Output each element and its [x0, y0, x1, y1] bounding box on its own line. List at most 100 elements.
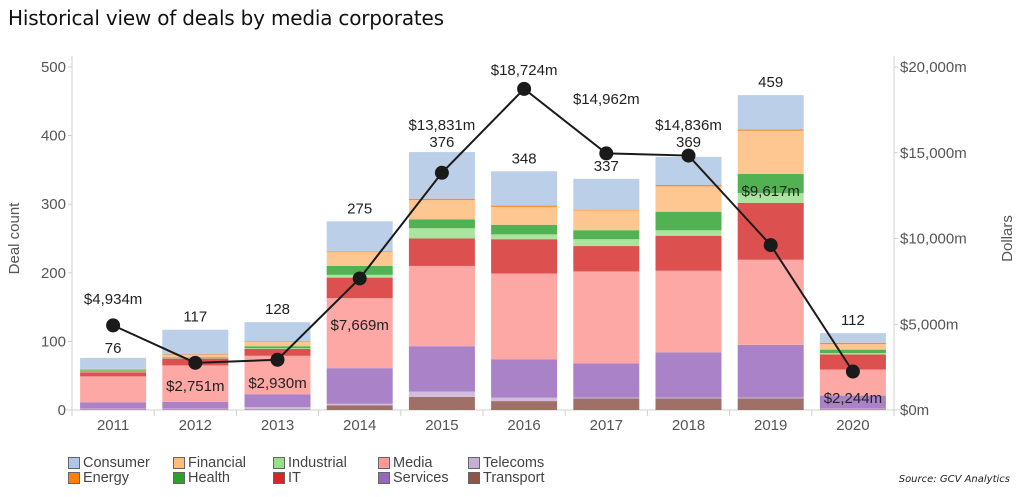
legend-label: IT — [288, 470, 301, 486]
y2-axis-title: Dollars — [999, 215, 1016, 262]
bar-segment-telecoms — [819, 408, 886, 410]
bar-segment-energy — [408, 198, 475, 201]
legend-label: Energy — [83, 470, 129, 486]
bar-segment-transport — [819, 409, 886, 410]
legend-label: Telecoms — [483, 455, 545, 471]
bar-segment-industrial — [655, 230, 722, 236]
bar-segment-energy — [162, 354, 229, 356]
legend-swatch — [273, 472, 285, 484]
bar-segment-industrial — [573, 239, 640, 247]
bar-total-label: 337 — [594, 158, 619, 175]
x-tick-label: 2013 — [261, 417, 294, 434]
dollar-value-label: $2,244m — [824, 390, 882, 407]
y2-tick-label: $5,000m — [900, 316, 958, 333]
dollar-value-label: $14,836m — [655, 117, 722, 134]
bar-total-label: 112 — [841, 312, 865, 329]
dollar-value-label: $14,962m — [573, 91, 640, 108]
y2-tick-label: $10,000m — [900, 231, 967, 248]
dollar-value-label: $4,934m — [84, 291, 142, 308]
bar-segment-financial — [737, 130, 804, 175]
bars — [80, 95, 886, 410]
bar-segment-energy — [737, 129, 804, 131]
bar-segment-services — [573, 363, 640, 398]
x-tick-label: 2017 — [590, 417, 623, 434]
x-tick-label: 2020 — [836, 417, 869, 434]
legend-label: Consumer — [83, 455, 150, 471]
bar-segment-consumer — [573, 178, 640, 210]
bar-segment-media — [491, 273, 558, 360]
dollar-value-label: $2,751m — [166, 378, 224, 395]
bar-segment-energy — [573, 209, 640, 211]
x-tick-label: 2016 — [507, 417, 540, 434]
x-tick-label: 2019 — [754, 417, 787, 434]
x-tick-label: 2011 — [97, 417, 129, 434]
y-tick-label: 400 — [41, 128, 66, 145]
bar-segment-health — [655, 211, 722, 231]
dollar-value-label: $9,617m — [742, 183, 800, 200]
y-tick-label: 500 — [41, 59, 66, 76]
bar-segment-it — [244, 348, 311, 356]
bar-segment-industrial — [819, 353, 886, 355]
y-tick-label: 100 — [41, 333, 66, 350]
bar-segment-consumer — [491, 171, 558, 206]
bar-segment-it — [655, 235, 722, 271]
bar-segment-health — [408, 219, 475, 229]
bar-total-label: 459 — [758, 74, 783, 91]
bar-segment-it — [573, 246, 640, 272]
bar-segment-energy — [819, 342, 886, 345]
bar-segment-industrial — [80, 371, 147, 373]
bar-total-label: 275 — [347, 200, 372, 217]
bar-segment-consumer — [244, 322, 311, 342]
bar-segment-financial — [819, 344, 886, 350]
y-tick-label: 300 — [41, 196, 66, 213]
legend-item-energy: Energy — [68, 470, 129, 486]
bar-segment-services — [819, 395, 886, 409]
bar-segment-telecoms — [162, 408, 229, 410]
legend-item-transport: Transport — [468, 470, 545, 486]
legend-item-industrial: Industrial — [273, 455, 347, 471]
legend-item-services: Services — [378, 470, 449, 486]
dollars-point — [763, 238, 778, 253]
bar-segment-media — [80, 376, 147, 403]
dollars-point — [517, 81, 532, 96]
bar-segment-it — [491, 239, 558, 274]
bar-segment-health — [80, 370, 147, 372]
bar-segment-transport — [244, 409, 311, 410]
x-tick-label: 2014 — [343, 417, 376, 434]
legend-swatch — [378, 457, 390, 469]
bar-segment-financial — [491, 206, 558, 225]
bar-segment-media — [655, 270, 722, 353]
bar-segment-services — [737, 344, 804, 398]
bar-segment-consumer — [162, 329, 229, 355]
dollars-point — [599, 146, 614, 161]
bar-segment-financial — [573, 210, 640, 231]
bar-segment-services — [408, 346, 475, 392]
dollar-value-label: $2,930m — [248, 375, 306, 392]
bar-segment-health — [491, 224, 558, 235]
legend-swatch — [378, 472, 390, 484]
legend-item-financial: Financial — [173, 455, 246, 471]
dollars-point — [188, 355, 203, 370]
x-tick-label: 2012 — [179, 417, 212, 434]
bar-segment-consumer — [819, 333, 886, 343]
data-labels: 76 117 128 275 376 348 337 369 459 112 $4,934m $2,7… — [84, 62, 882, 407]
bar-segment-it — [408, 238, 475, 266]
bar-segment-telecoms — [244, 407, 311, 410]
bar-segment-media — [326, 298, 393, 369]
bar-segment-energy — [244, 341, 311, 343]
dollars-point — [106, 318, 121, 333]
bar-total-label: 348 — [512, 150, 537, 167]
y-tick-label: 200 — [41, 265, 66, 282]
bar-segment-telecoms — [326, 403, 393, 406]
bar-segment-services — [655, 352, 722, 398]
legend-label: Industrial — [288, 455, 347, 471]
bar-total-label: 128 — [265, 301, 290, 318]
bar-segment-transport — [655, 398, 722, 410]
y-tick-label: 0 — [58, 402, 66, 419]
dollars-line — [106, 81, 860, 379]
bar-segment-health — [326, 265, 393, 275]
dollar-value-label: $7,669m — [331, 317, 389, 334]
bar-segment-consumer — [737, 95, 804, 130]
bar-segment-services — [326, 368, 393, 404]
